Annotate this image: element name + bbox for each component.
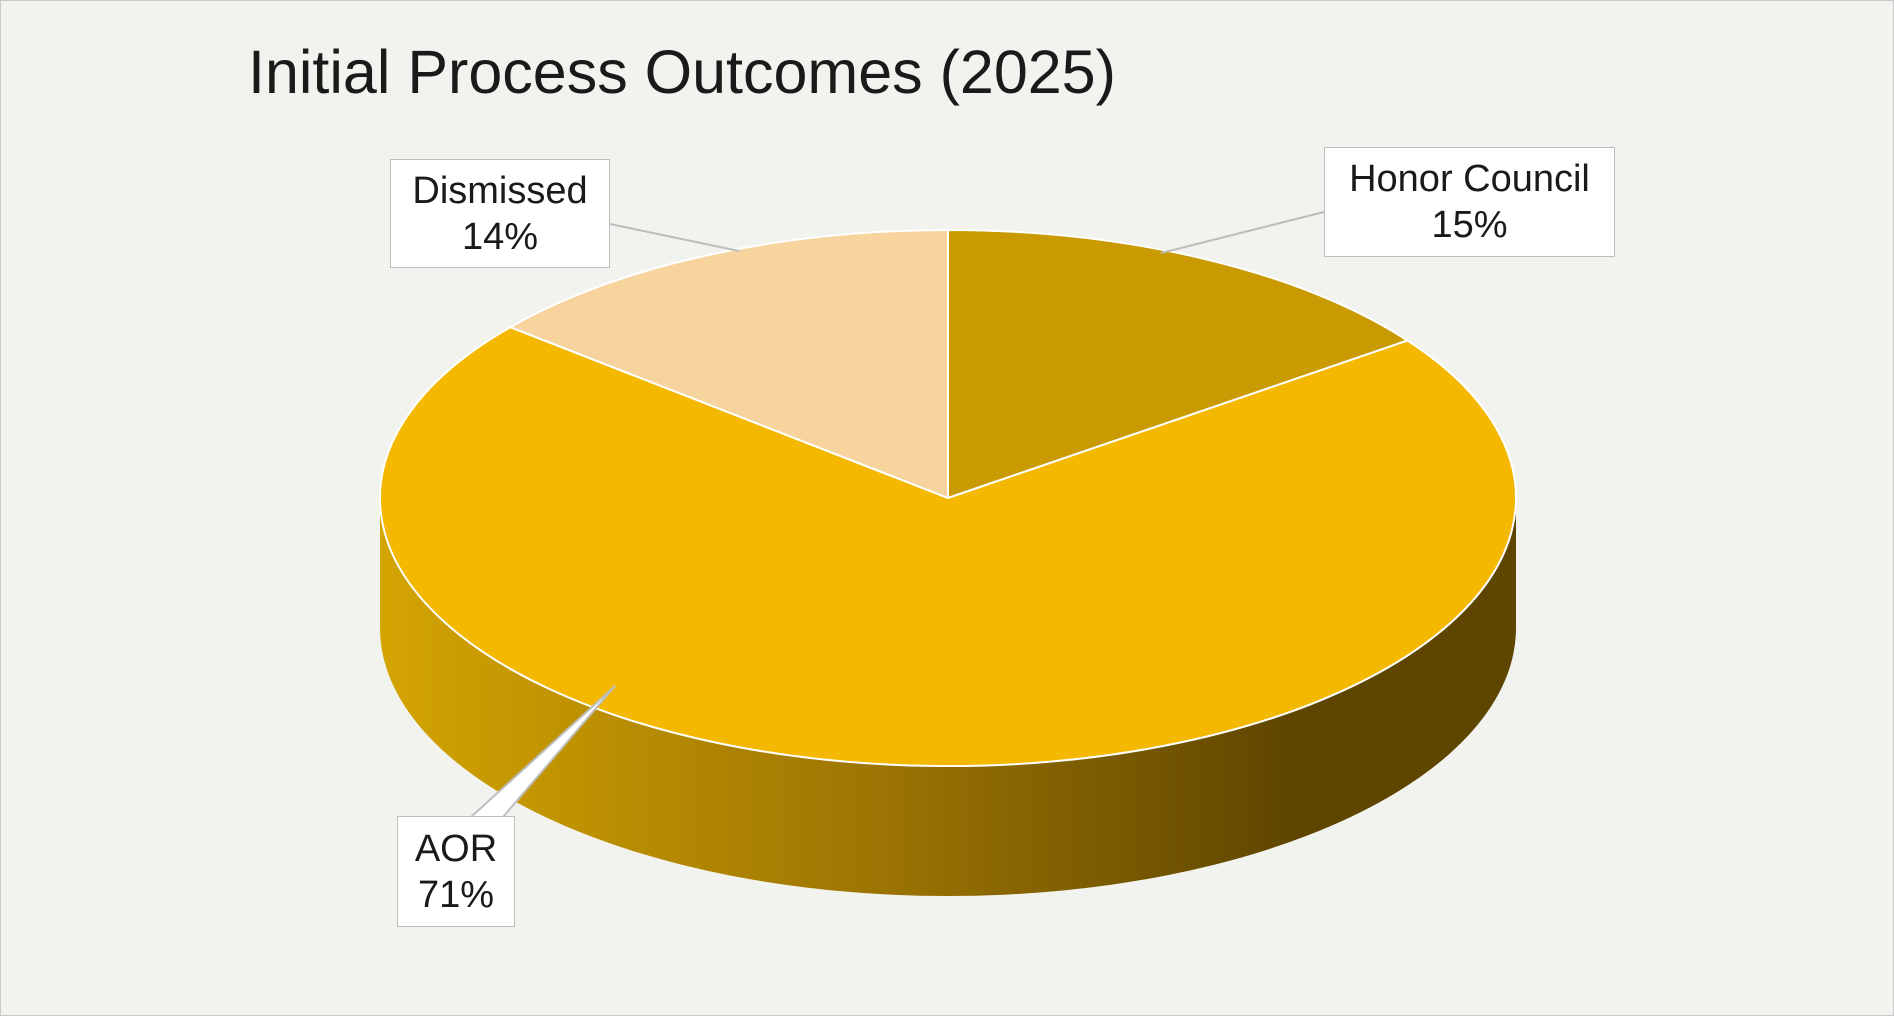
- leader-line-dismissed: [609, 223, 740, 252]
- data-label-honor-council: Honor Council 15%: [1324, 147, 1615, 257]
- pie-slice-honor-council: [947, 229, 1409, 499]
- pie-side-wall: [380, 498, 1516, 896]
- data-label-honor-council-value: 15%: [1431, 204, 1508, 246]
- data-label-honor-council-category: Honor Council: [1349, 158, 1590, 200]
- pie-slice-aor: [378, 326, 1517, 768]
- pie-slice-dismissed: [509, 229, 949, 499]
- data-label-dismissed-value: 14%: [461, 215, 539, 258]
- data-label-dismissed-category: Dismissed: [412, 169, 588, 212]
- chart-title: Initial Process Outcomes (2025): [248, 38, 1116, 106]
- data-label-aor: AOR 71%: [397, 816, 515, 927]
- data-label-aor-value: 71%: [417, 873, 495, 916]
- data-label-aor-category: AOR: [414, 827, 498, 870]
- leader-line-honor-council: [1160, 211, 1325, 254]
- data-label-dismissed: Dismissed 14%: [390, 159, 610, 268]
